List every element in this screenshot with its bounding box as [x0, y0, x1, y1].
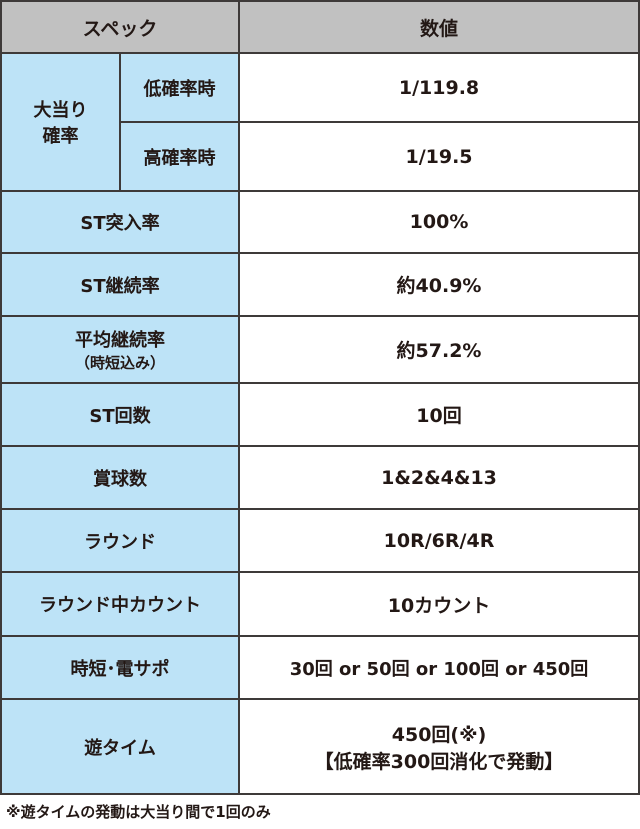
row-value: 約57.2%: [238, 315, 640, 384]
table-row: ST継続率 約40.9%: [0, 252, 640, 317]
low-prob-value: 1/119.8: [238, 52, 640, 123]
table-row: ST回数 10回: [0, 382, 640, 447]
table-row: 遊タイム 450回(※) 【低確率300回消化で発動】: [0, 698, 640, 795]
jackpot-prob-label: 大当り 確率: [0, 52, 121, 192]
row-label: 時短･電サポ: [0, 635, 241, 700]
table-row: 時短･電サポ 30回 or 50回 or 100回 or 450回: [0, 635, 640, 700]
row-value: 10R/6R/4R: [238, 508, 640, 573]
label-main: 平均継続率: [75, 330, 165, 351]
low-prob-label: 低確率時: [118, 52, 241, 123]
row-label: 平均継続率 （時短込み）: [0, 315, 241, 384]
table-row: 平均継続率 （時短込み） 約57.2%: [0, 315, 640, 384]
label-sub: （時短込み）: [75, 354, 166, 372]
footnote: ※遊タイムの発動は大当り間で1回のみ: [6, 803, 271, 821]
row-value: 30回 or 50回 or 100回 or 450回: [238, 635, 640, 700]
high-prob-value: 1/19.5: [238, 121, 640, 192]
table-row: 大当り 確率 低確率時 1/119.8: [0, 52, 640, 192]
table-row: ラウンド中カウント 10カウント: [0, 571, 640, 637]
header-spec: スペック: [0, 0, 241, 54]
table-row: ST突入率 100%: [0, 190, 640, 254]
row-value: 10回: [238, 382, 640, 447]
table-row: 賞球数 1&2&4&13: [0, 445, 640, 510]
row-value: 100%: [238, 190, 640, 254]
row-value: 450回(※) 【低確率300回消化で発動】: [238, 698, 640, 795]
row-value: 1&2&4&13: [238, 445, 640, 510]
spec-table: スペック 数値 大当り 確率 低確率時 1/119.8 高確率時 1/19.5 …: [0, 0, 640, 795]
value-main: 450回(※): [391, 723, 487, 746]
row-label: ST回数: [0, 382, 241, 447]
header-value: 数値: [238, 0, 640, 54]
label-line: 確率: [42, 126, 79, 147]
row-value: 10カウント: [238, 571, 640, 637]
header-row: スペック 数値: [0, 0, 640, 54]
row-label: ST突入率: [0, 190, 241, 254]
row-value: 約40.9%: [238, 252, 640, 317]
label-line: 大当り: [33, 100, 88, 121]
value-sub: 【低確率300回消化で発動】: [314, 750, 564, 773]
table-row: ラウンド 10R/6R/4R: [0, 508, 640, 573]
high-prob-label: 高確率時: [118, 121, 241, 192]
row-label: ST継続率: [0, 252, 241, 317]
table-row: 高確率時 1/19.5: [1, 121, 640, 192]
row-label: ラウンド: [0, 508, 241, 573]
row-label: 遊タイム: [0, 698, 241, 795]
row-label: 賞球数: [0, 445, 241, 510]
row-label: ラウンド中カウント: [0, 571, 241, 637]
